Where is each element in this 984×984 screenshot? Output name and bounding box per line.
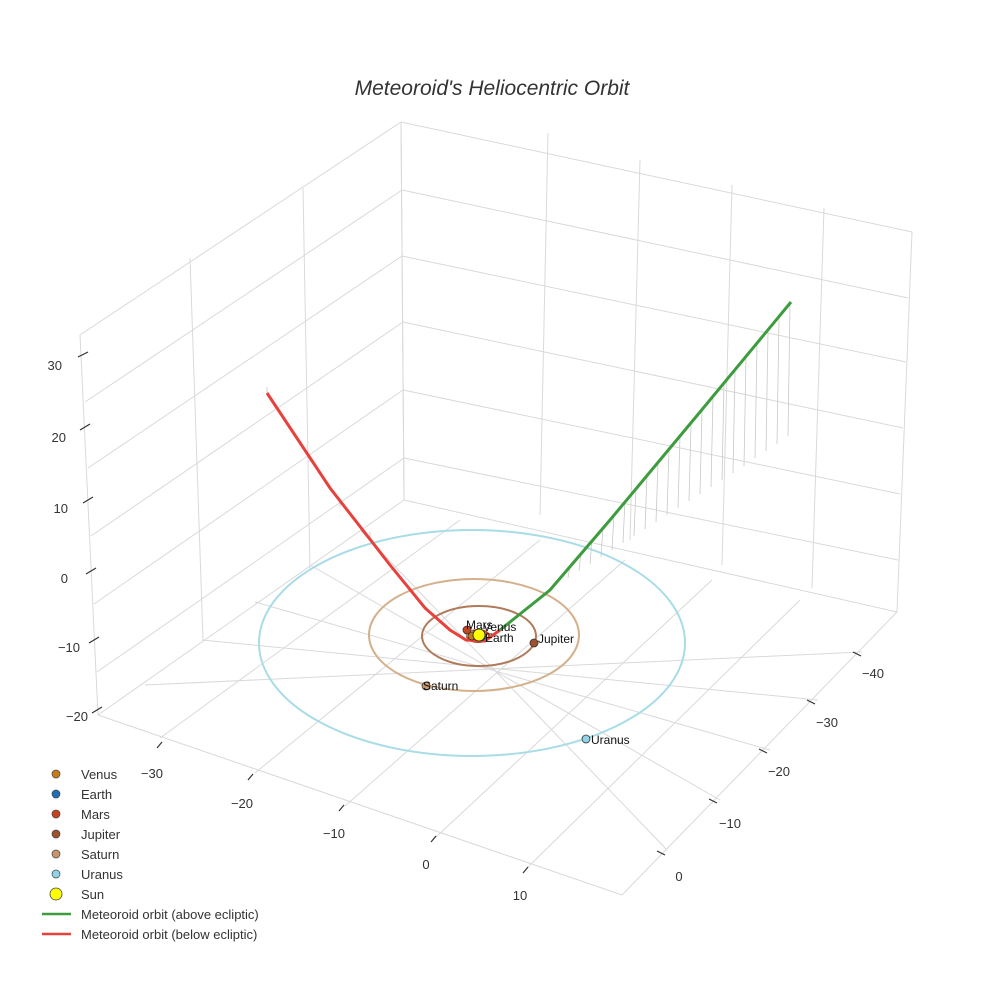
meteoroid-orbit-below [265,392,501,643]
legend-marker-earth [51,789,61,799]
legend-marker-venus [51,769,61,779]
z-tick-label: 0 [61,571,68,586]
x-tick-label: −30 [141,766,163,781]
axis-tick-marks [77,351,862,874]
planet-marker-saturn [421,681,431,691]
orbit-saturn [368,578,580,692]
legend-marker-sun [49,887,63,901]
legend-label-uranus: Uranus [81,867,123,882]
legend-marker-jupiter [51,829,61,839]
sun-marker [472,628,486,642]
legend-label-orbit-1: Meteoroid orbit (below ecliptic) [81,927,257,942]
planet-label-jupiter: Jupiter [538,632,574,646]
y-tick-label: −10 [719,816,741,831]
planet-label-earth: Earth [485,631,514,645]
z-tick-label: 10 [54,501,68,516]
y-tick-label: −20 [768,764,790,779]
z-tick-label: 30 [48,358,62,373]
x-tick-label: −10 [323,826,345,841]
chart-title: Meteoroid's Heliocentric Orbit [355,77,631,100]
x-axis-ticks: −30 −20 −10 0 10 [141,766,527,903]
back-wall-grid [79,121,913,896]
y-tick-label: 0 [675,869,682,884]
z-tick-label: −10 [58,640,80,655]
orbit-drop-lines [266,303,791,579]
legend-label-mars: Mars [81,807,110,822]
y-axis-ticks: −40 −30 −20 −10 0 [675,666,884,884]
legend-label-venus: Venus [81,767,118,782]
legend-label-earth: Earth [81,787,112,802]
planet-label-venus: Venus [483,620,516,634]
legend-marker-saturn [51,849,61,859]
z-tick-label: 20 [52,430,66,445]
x-tick-label: 0 [422,857,429,872]
z-tick-label: −20 [66,709,88,724]
meteoroid-orbit-above [499,301,793,632]
orbit-jupiter [421,605,537,667]
legend-label-orbit-0: Meteoroid orbit (above ecliptic) [81,907,259,922]
legend-label-sun: Sun [81,887,104,902]
planet-label-mars: Mars [466,618,493,632]
legend-label-saturn: Saturn [81,847,119,862]
legend-marker-uranus [51,869,61,879]
y-tick-label: −30 [816,715,838,730]
x-tick-label: −20 [231,796,253,811]
x-tick-label: 10 [513,888,527,903]
legend-label-jupiter: Jupiter [81,827,121,842]
z-axis-ticks: 30 20 10 0 −10 −20 [48,358,88,724]
planet-marker-uranus [581,734,591,744]
planet-label-uranus: Uranus [591,733,630,747]
orbit-uranus [258,529,686,757]
y-tick-label: −40 [862,666,884,681]
planet-marker-jupiter [529,638,539,648]
planet-marker-mars [462,625,472,635]
planet-label-saturn: Saturn [423,679,458,693]
legend: Venus Earth Mars Jupiter Saturn Uranus Sun Mete… [42,767,259,942]
legend-marker-mars [51,809,61,819]
